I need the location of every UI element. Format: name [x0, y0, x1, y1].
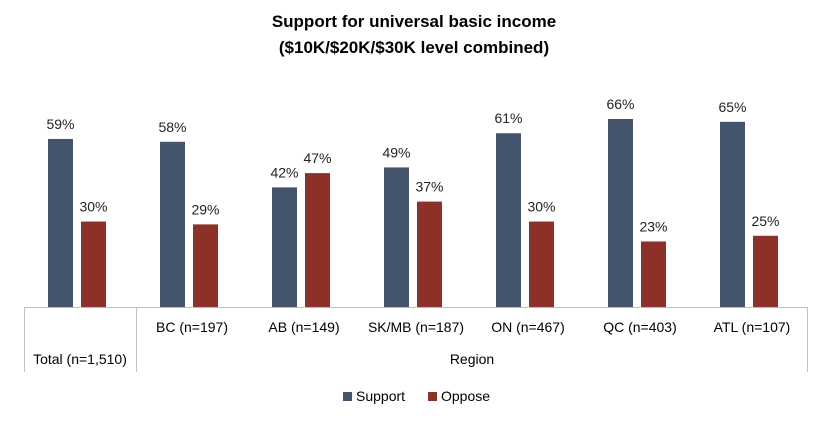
data-label-oppose-qc: 23%: [639, 218, 667, 234]
bar-support-ab: [272, 187, 297, 307]
chart-title: Support for universal basic income: [272, 12, 556, 31]
group-label-region: Region: [450, 351, 494, 367]
bar-oppose-sk-mb: [417, 201, 442, 307]
category-label-atl: ATL (n=107): [714, 319, 791, 335]
legend-label-oppose: Oppose: [441, 388, 490, 404]
data-label-support-on: 61%: [494, 110, 522, 126]
bar-support-total: [48, 138, 73, 307]
data-label-oppose-on: 30%: [527, 199, 555, 215]
group-label-total: Total (n=1,510): [33, 351, 127, 367]
bar-support-sk-mb: [384, 167, 409, 307]
data-label-support-qc: 66%: [606, 96, 634, 112]
category-label-sk-mb: SK/MB (n=187): [368, 319, 464, 335]
data-label-oppose-bc: 29%: [191, 201, 219, 217]
data-label-support-total: 59%: [46, 116, 74, 132]
category-label-bc: BC (n=197): [156, 319, 228, 335]
legend-label-support: Support: [356, 388, 405, 404]
bar-oppose-total: [81, 221, 106, 307]
chart-subtitle: ($10K/$20K/$30K level combined): [279, 38, 549, 57]
bars-group: [48, 119, 778, 308]
legend: Support Oppose: [343, 388, 490, 404]
legend-swatch-support: [343, 392, 352, 401]
data-label-oppose-sk-mb: 37%: [415, 179, 443, 195]
data-label-support-sk-mb: 49%: [382, 144, 410, 160]
category-label-qc: QC (n=403): [603, 319, 677, 335]
bar-support-on: [496, 133, 521, 307]
data-label-support-bc: 58%: [158, 119, 186, 135]
data-label-support-ab: 42%: [270, 164, 298, 180]
data-label-support-atl: 65%: [718, 99, 746, 115]
bar-oppose-atl: [753, 235, 778, 307]
data-labels-group: 59% 30% 58% 29% 42% 47% 49% 37% 61% 30% 66% 23% 65% 2…: [46, 96, 779, 234]
bar-support-qc: [608, 119, 633, 307]
bar-oppose-ab: [305, 173, 330, 307]
bar-oppose-qc: [641, 241, 666, 307]
legend-swatch-oppose: [428, 392, 437, 401]
data-label-oppose-total: 30%: [79, 199, 107, 215]
bar-oppose-on: [529, 221, 554, 307]
category-label-on: ON (n=467): [491, 319, 565, 335]
data-label-oppose-atl: 25%: [751, 213, 779, 229]
category-label-ab: AB (n=149): [268, 319, 339, 335]
data-label-oppose-ab: 47%: [303, 150, 331, 166]
bar-support-atl: [720, 121, 745, 308]
category-axis: [24, 307, 808, 372]
bar-support-bc: [160, 141, 185, 307]
category-labels-group: BC (n=197) AB (n=149) SK/MB (n=187) ON (n=4…: [156, 319, 790, 335]
bar-oppose-bc: [193, 224, 218, 307]
